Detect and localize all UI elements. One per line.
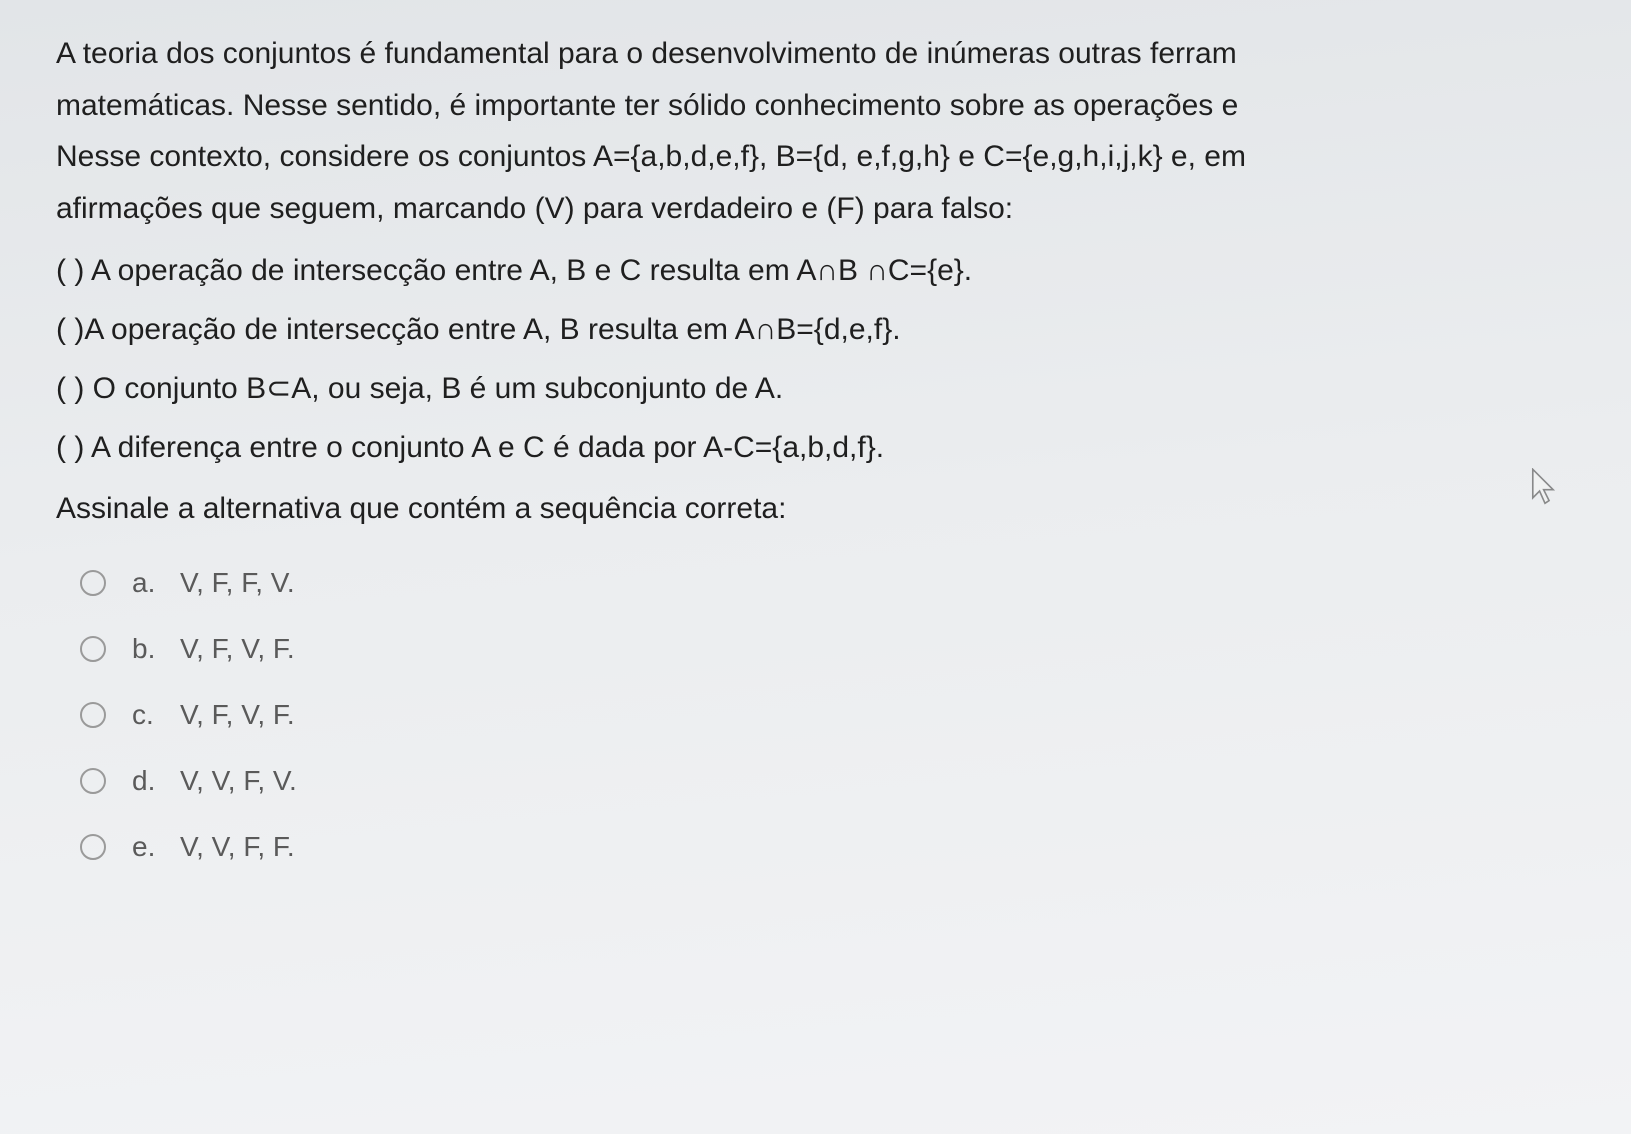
option-letter: b. xyxy=(132,633,180,665)
option-letter: a. xyxy=(132,567,180,599)
option-d[interactable]: d. V, V, F, V. xyxy=(80,765,1591,797)
radio-icon[interactable] xyxy=(80,702,106,728)
statement-3: ( ) O conjunto B⊂A, ou seja, B é um subc… xyxy=(56,360,1591,417)
intro-line-2: matemáticas. Nesse sentido, é importante… xyxy=(56,89,1238,122)
radio-icon[interactable] xyxy=(80,768,106,794)
answer-prompt: Assinale a alternativa que contém a sequ… xyxy=(56,480,1591,537)
option-text: V, F, V, F. xyxy=(180,633,295,665)
statement-1: ( ) A operação de intersecção entre A, B… xyxy=(56,242,1591,299)
radio-icon[interactable] xyxy=(80,834,106,860)
option-letter: c. xyxy=(132,699,180,731)
option-text: V, V, F, F. xyxy=(180,831,295,863)
option-text: V, F, V, F. xyxy=(180,699,295,731)
option-text: V, F, F, V. xyxy=(180,567,295,599)
question-intro: A teoria dos conjuntos é fundamental par… xyxy=(56,28,1591,234)
radio-icon[interactable] xyxy=(80,636,106,662)
intro-line-4: afirmações que seguem, marcando (V) para… xyxy=(56,192,1013,225)
option-a[interactable]: a. V, F, F, V. xyxy=(80,567,1591,599)
intro-line-1: A teoria dos conjuntos é fundamental par… xyxy=(56,37,1237,70)
statement-4: ( ) A diferença entre o conjunto A e C é… xyxy=(56,419,1591,476)
option-e[interactable]: e. V, V, F, F. xyxy=(80,831,1591,863)
option-c[interactable]: c. V, F, V, F. xyxy=(80,699,1591,731)
radio-icon[interactable] xyxy=(80,570,106,596)
option-b[interactable]: b. V, F, V, F. xyxy=(80,633,1591,665)
option-text: V, V, F, V. xyxy=(180,765,297,797)
statements-block: ( ) A operação de intersecção entre A, B… xyxy=(56,242,1591,476)
option-letter: e. xyxy=(132,831,180,863)
statement-2: ( )A operação de intersecção entre A, B … xyxy=(56,301,1591,358)
intro-line-3: Nesse contexto, considere os conjuntos A… xyxy=(56,140,1246,173)
question-page: A teoria dos conjuntos é fundamental par… xyxy=(0,0,1631,1134)
option-letter: d. xyxy=(132,765,180,797)
options-list: a. V, F, F, V. b. V, F, V, F. c. V, F, V… xyxy=(56,567,1591,863)
